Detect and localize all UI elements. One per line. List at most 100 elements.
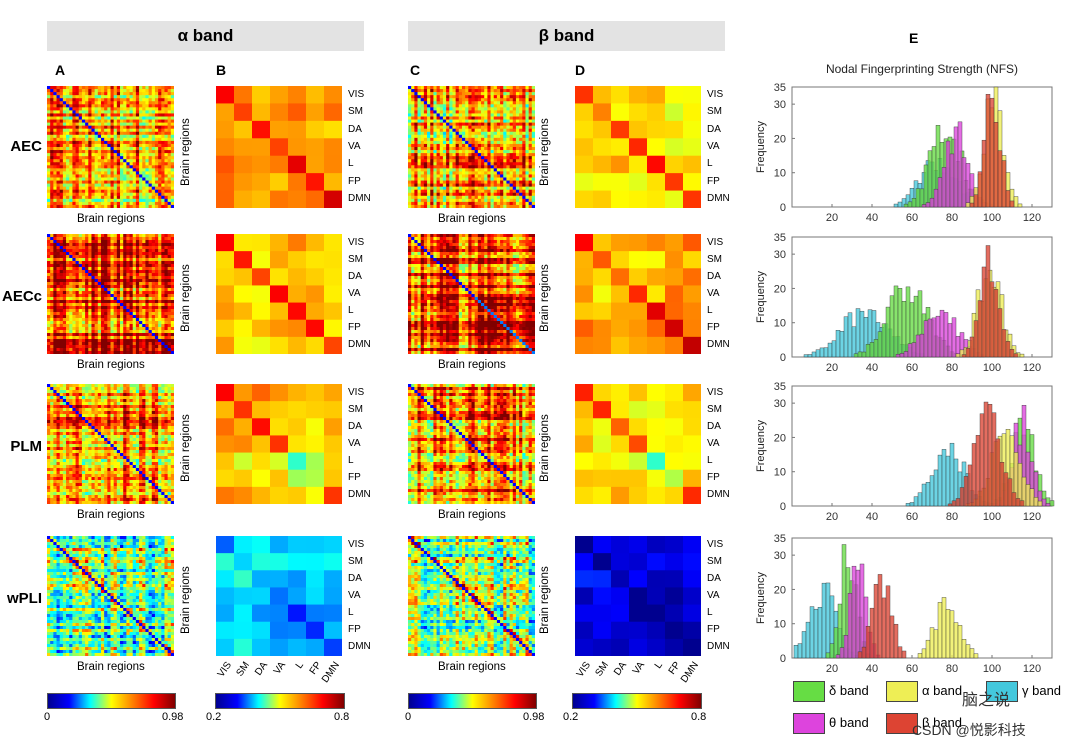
matrix-cell — [132, 204, 137, 208]
matrix-cell — [522, 116, 526, 120]
matrix-cell — [477, 165, 482, 169]
matrix-cell — [107, 270, 111, 274]
matrix-cell — [458, 143, 463, 148]
matrix-cell — [477, 183, 482, 188]
matrix-cell — [94, 255, 99, 259]
matrix-cell — [56, 288, 61, 292]
matrix-cell — [129, 140, 134, 145]
matrix-cell — [449, 192, 453, 197]
matrix-cell — [461, 119, 466, 123]
matrix-cell — [97, 143, 102, 148]
matrix-cell — [439, 237, 444, 241]
matrix-cell — [110, 327, 115, 331]
matrix-cell — [509, 131, 514, 136]
network-cell — [252, 120, 271, 139]
matrix-cell — [116, 252, 121, 256]
matrix-cell — [455, 168, 460, 172]
matrix-cell — [458, 186, 463, 191]
matrix-cell — [126, 165, 130, 169]
matrix-cell — [139, 240, 143, 244]
matrix-cell — [88, 276, 92, 280]
matrix-cell — [500, 89, 504, 93]
matrix-cell — [433, 104, 437, 108]
matrix-cell — [408, 186, 412, 191]
matrix-cell — [167, 351, 172, 354]
matrix-cell — [493, 159, 498, 163]
matrix-cell — [417, 89, 422, 93]
matrix-cell — [145, 321, 149, 325]
matrix-cell — [123, 303, 127, 307]
matrix-cell — [135, 318, 140, 322]
matrix-cell — [91, 261, 96, 265]
matrix-cell — [120, 330, 124, 334]
matrix-cell — [135, 240, 140, 244]
matrix-cell — [528, 204, 533, 208]
matrix-cell — [91, 255, 96, 259]
matrix-cell — [417, 122, 422, 127]
matrix-cell — [72, 315, 76, 319]
matrix-cell — [116, 183, 121, 188]
matrix-cell — [170, 333, 174, 337]
matrix-cell — [69, 303, 73, 307]
matrix-cell — [515, 183, 520, 188]
matrix-cell — [164, 291, 169, 295]
matrix-cell — [414, 119, 418, 123]
matrix-cell — [66, 107, 70, 111]
matrix-cell — [53, 312, 57, 316]
matrix-cell — [107, 159, 111, 163]
matrix-cell — [158, 342, 162, 346]
matrix-cell — [414, 153, 418, 157]
matrix-cell — [154, 168, 159, 172]
matrix-cell — [53, 134, 57, 139]
matrix-cell — [78, 327, 83, 331]
matrix-cell — [154, 204, 159, 208]
matrix-cell — [519, 168, 523, 172]
matrix-cell — [161, 156, 165, 160]
matrix-cell — [75, 297, 80, 301]
matrix-cell — [417, 113, 422, 117]
matrix-cell — [519, 140, 523, 145]
matrix-cell — [66, 303, 70, 307]
beta-band-title: β band — [538, 26, 595, 45]
matrix-cell — [161, 276, 165, 280]
matrix-cell — [158, 156, 162, 160]
matrix-cell — [129, 324, 134, 328]
matrix-cell — [423, 107, 428, 111]
matrix-cell — [496, 168, 501, 172]
matrix-cell — [94, 309, 99, 313]
matrix-cell — [487, 92, 491, 96]
matrix-cell — [66, 234, 70, 238]
matrix-cell — [56, 312, 61, 316]
matrix-cell — [142, 297, 146, 301]
matrix-cell — [72, 261, 76, 265]
matrix-cell — [170, 351, 174, 354]
matrix-cell — [468, 98, 472, 102]
matrix-cell — [126, 273, 130, 277]
matrix-cell — [91, 168, 96, 172]
matrix-cell — [113, 86, 118, 90]
matrix-cell — [465, 183, 469, 188]
matrix-cell — [59, 294, 64, 298]
network-cell — [288, 190, 307, 208]
matrix-cell — [81, 192, 86, 197]
matrix-cell — [120, 246, 124, 250]
matrix-cell — [81, 321, 86, 325]
matrix-cell — [442, 234, 447, 238]
matrix-cell — [97, 237, 102, 241]
matrix-cell — [94, 183, 99, 188]
matrix-cell — [436, 195, 441, 200]
matrix-cell — [433, 177, 437, 181]
matrix-cell — [430, 125, 434, 130]
matrix-cell — [430, 159, 434, 163]
matrix-cell — [474, 204, 479, 208]
matrix-cell — [104, 240, 108, 244]
matrix-cell — [94, 86, 99, 90]
matrix-cell — [78, 237, 83, 241]
matrix-cell — [170, 177, 174, 181]
matrix-cell — [88, 183, 92, 188]
matrix-cell — [522, 95, 526, 99]
matrix-cell — [97, 89, 102, 93]
matrix-cell — [519, 122, 523, 127]
matrix-cell — [522, 110, 526, 114]
matrix-cell — [449, 183, 453, 188]
